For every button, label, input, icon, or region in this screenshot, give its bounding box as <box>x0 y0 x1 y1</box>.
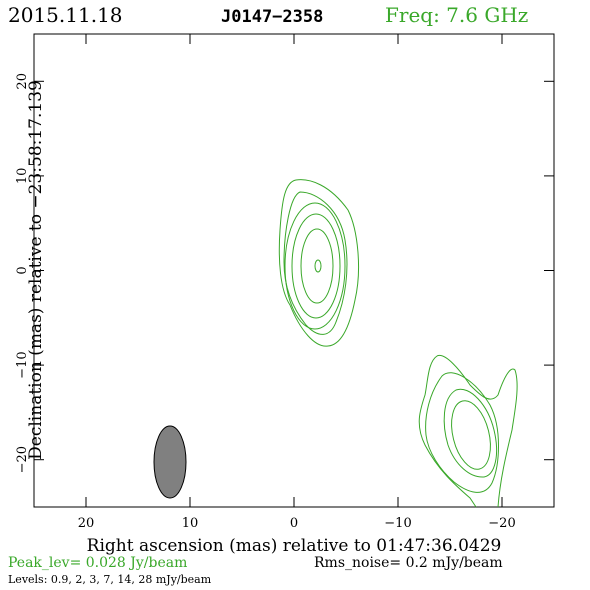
contour-levels: Levels: 0.9, 2, 3, 7, 14, 28 mJy/beam <box>8 573 212 586</box>
jet-contour-4 <box>451 400 491 470</box>
y-tick-label: 20 <box>15 73 30 90</box>
rms-noise: Rms_noise= 0.2 mJy/beam <box>314 555 503 571</box>
y-tick-label: 0 <box>15 266 30 274</box>
x-tick-label: 10 <box>182 516 199 531</box>
y-tick-label: 10 <box>15 168 30 185</box>
jet-contour-1b <box>436 354 518 508</box>
y-axis-label: Declination (mas) relative to −23:58:17.… <box>26 80 46 460</box>
core-contour-2 <box>283 191 348 335</box>
frequency-label: Freq: 7.6 GHz <box>385 3 528 27</box>
core-contour-3 <box>284 202 346 330</box>
contours <box>278 179 518 508</box>
plot-frame <box>33 33 555 508</box>
jet-contour-1 <box>418 355 477 508</box>
core-contour-6 <box>314 259 322 273</box>
core-contour-5 <box>300 228 334 304</box>
x-axis-label: Right ascension (mas) relative to 01:47:… <box>87 536 502 556</box>
x-tick-label: 20 <box>78 516 95 531</box>
beam-ellipse <box>153 425 187 499</box>
axis-ticks <box>34 34 554 507</box>
y-tick-label: −20 <box>15 446 30 473</box>
core-contour-4 <box>291 213 341 319</box>
jet-contour-2 <box>425 372 499 493</box>
source-name: J0147−2358 <box>221 7 323 27</box>
axis-tick-labels: 20 10 0 −10 −20 20 10 0 −10 −20 <box>15 73 516 531</box>
jet-contour-3 <box>443 388 498 478</box>
y-tick-label: −10 <box>15 351 30 378</box>
observation-date: 2015.11.18 <box>8 3 123 27</box>
x-tick-label: 0 <box>290 516 298 531</box>
peak-level: Peak_lev= 0.028 Jy/beam <box>8 555 187 571</box>
core-contour-1 <box>278 179 359 347</box>
x-tick-label: −10 <box>384 516 411 531</box>
x-tick-label: −20 <box>488 516 515 531</box>
